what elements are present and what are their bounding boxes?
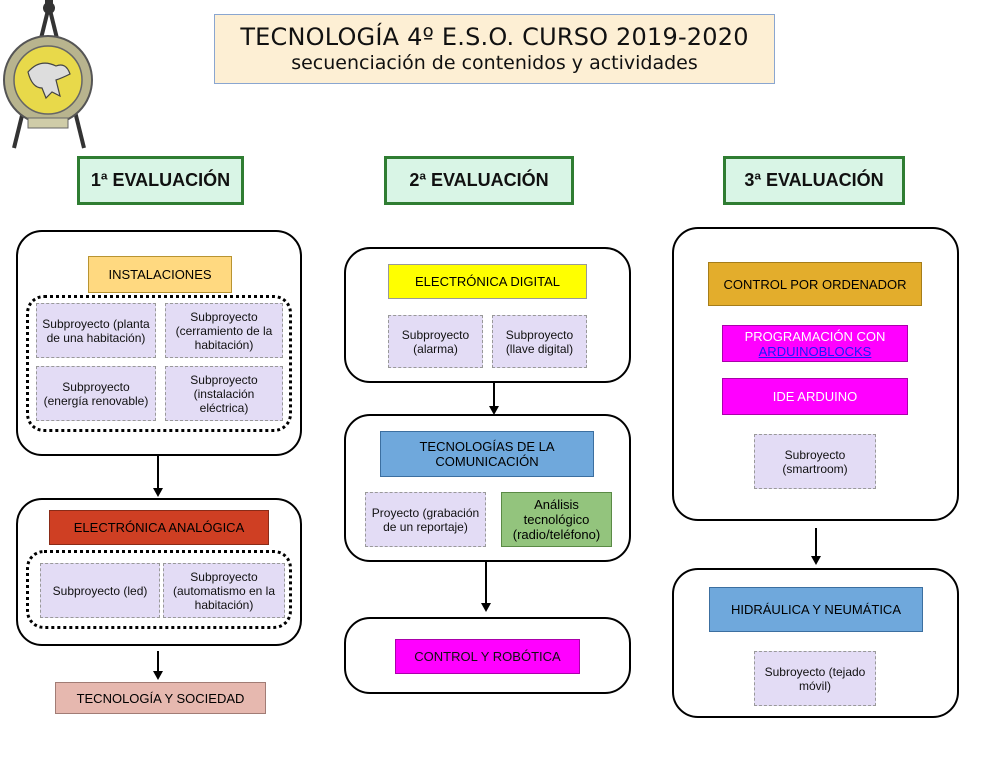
evaluation-1-header: 1ª EVALUACIÓN (77, 156, 244, 205)
ide-arduino-box: IDE ARDUINO (722, 378, 908, 415)
arrow-2a-line (493, 383, 495, 407)
arrow-1b-line (157, 651, 159, 671)
arrow-3a-line (815, 528, 817, 556)
arrow-1a-head (153, 488, 163, 497)
arrow-2b-line (485, 562, 487, 604)
programacion-box: PROGRAMACIÓN CON ARDUINOBLOCKS (722, 325, 908, 362)
subproyecto-smartroom: Subroyecto (smartroom) (754, 434, 876, 489)
analogica-box: ELECTRÓNICA ANALÓGICA (49, 510, 269, 545)
subproyecto-cerramiento: Subproyecto (cerramiento de la habitació… (165, 303, 283, 358)
subproyecto-instalacion: Subproyecto (instalación eléctrica) (165, 366, 283, 421)
digital-box: ELECTRÓNICA DIGITAL (388, 264, 587, 299)
subproyecto-planta: Subproyecto (planta de una habitación) (36, 303, 156, 358)
title-box: TECNOLOGÍA 4º E.S.O. CURSO 2019-2020 sec… (214, 14, 775, 84)
comunicacion-box: TECNOLOGÍAS DE LA COMUNICACIÓN (380, 431, 594, 477)
arrow-1a-line (157, 456, 159, 488)
subproyecto-energia: Subproyecto (energía renovable) (36, 366, 156, 421)
instalaciones-box: INSTALACIONES (88, 256, 232, 293)
hidraulica-box: HIDRÁULICA Y NEUMÁTICA (709, 587, 923, 632)
instalaciones-subprojects-group (26, 295, 292, 432)
analogica-subprojects-group (26, 550, 292, 629)
page-title: TECNOLOGÍA 4º E.S.O. CURSO 2019-2020 (240, 23, 749, 51)
subproyecto-alarma: Subproyecto (alarma) (388, 315, 483, 368)
evaluation-2-header: 2ª EVALUACIÓN (384, 156, 574, 205)
sociedad-box: TECNOLOGÍA Y SOCIEDAD (55, 682, 266, 714)
arduinoblocks-link[interactable]: ARDUINOBLOCKS (758, 343, 872, 359)
robotica-box: CONTROL Y ROBÓTICA (395, 639, 580, 674)
arrow-3a-head (811, 556, 821, 565)
analisis-box: Análisis tecnológico (radio/teléfono) (501, 492, 612, 547)
arrow-1b-head (153, 671, 163, 680)
compass-seal-logo (0, 0, 100, 152)
subproyecto-led: Subproyecto (led) (40, 563, 160, 618)
control-box: CONTROL POR ORDENADOR (708, 262, 922, 306)
evaluation-3-header: 3ª EVALUACIÓN (723, 156, 905, 205)
arrow-2a-head (489, 406, 499, 415)
arrow-2b-head (481, 603, 491, 612)
page-subtitle: secuenciación de contenidos y actividade… (291, 52, 698, 74)
subproyecto-llave-digital: Subproyecto (llave digital) (492, 315, 587, 368)
subproyecto-automatismo: Subproyecto (automatismo en la habitació… (163, 563, 285, 618)
programacion-label: PROGRAMACIÓN CON (744, 328, 886, 344)
proyecto-reportaje: Proyecto (grabación de un reportaje) (365, 492, 486, 547)
compass-seal-icon (3, 0, 93, 149)
subproyecto-tejado-movil: Subroyecto (tejado móvil) (754, 651, 876, 706)
